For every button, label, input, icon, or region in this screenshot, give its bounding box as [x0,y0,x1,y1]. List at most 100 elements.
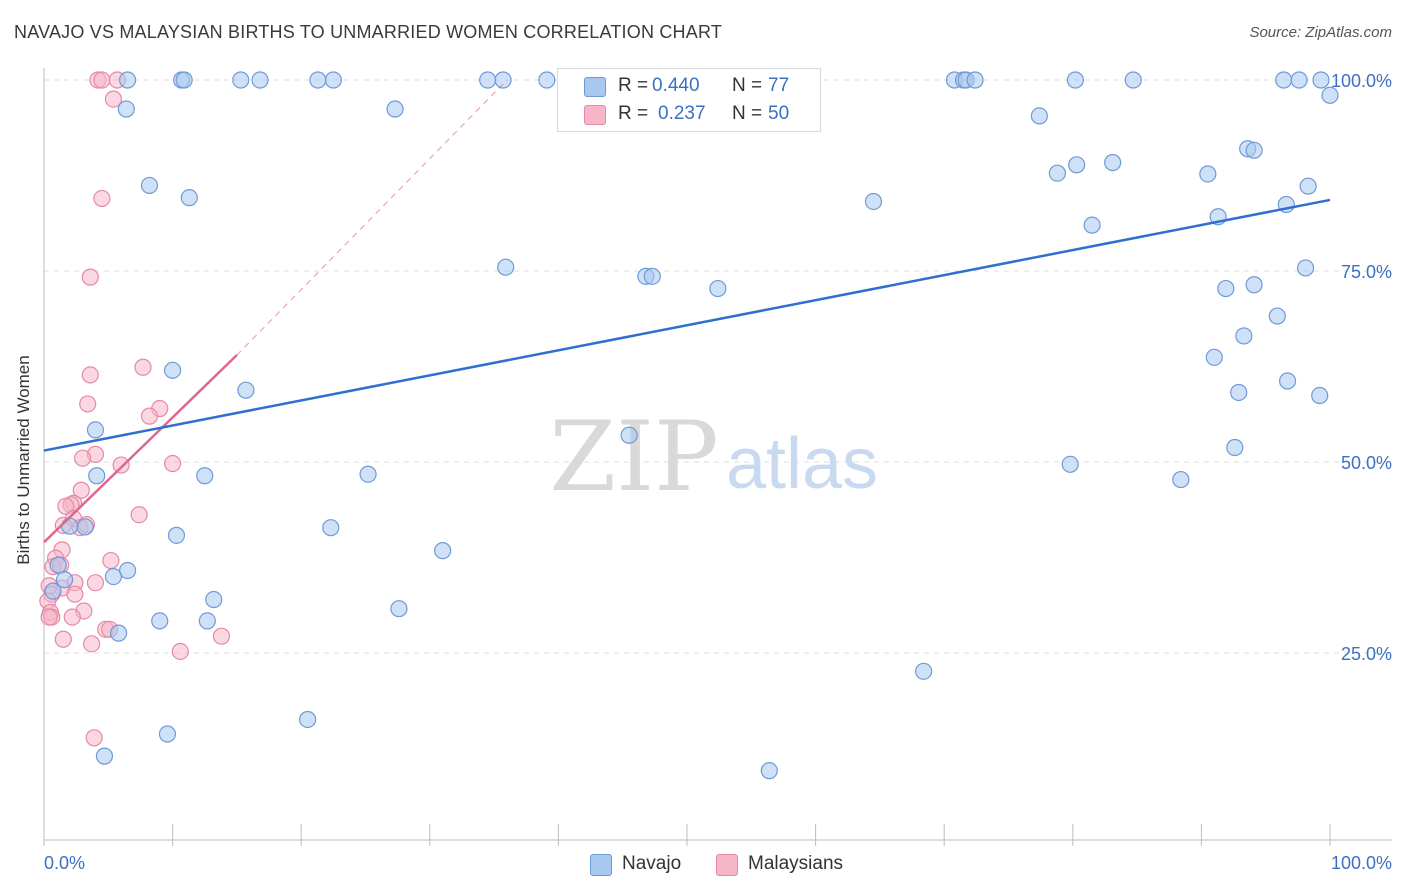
navajo-point [104,567,123,586]
malaysians-point [73,449,92,467]
malaysians-point [54,630,72,648]
malaysians-point [79,395,97,413]
navajo-point [1312,71,1330,89]
source-credit: Source: ZipAtlas.com [1249,24,1392,41]
navajo-point [109,624,128,642]
malaysians-trend-extension [236,79,508,356]
navajo-point [1245,276,1263,294]
trend-layer [43,79,1331,544]
navajo-point [140,176,159,195]
navajo-point [198,612,216,630]
navajo-point [497,258,515,276]
navajo-point [643,267,661,285]
navajo-point [196,467,214,485]
navajo-point [359,465,377,483]
stats-legend-row-navajo: R = 0.440 N = 77 [558,71,820,101]
navajo-point [1230,383,1248,402]
navajo-point [175,71,193,89]
navajo-point [299,710,317,729]
navajo-point [1083,216,1101,234]
malaysians-point [130,506,148,524]
navajo-point [1061,455,1079,473]
watermark-zip: ZIP [549,401,718,513]
malaysians-trend-line [43,354,238,544]
navajo-point [167,526,186,544]
malaysians-point [66,585,84,603]
navajo-point [1048,164,1066,182]
malaysians-point [93,189,111,208]
navajo-point [1268,307,1286,325]
legend-label-malaysians: Malaysians [748,853,844,874]
navajo-point [309,71,327,89]
navajo-point [479,71,497,89]
navajo-point [1066,71,1084,89]
malaysians-swatch [584,105,606,125]
navajo-point [1226,438,1244,457]
malaysians-point [112,456,130,474]
malaysians-point [134,358,152,376]
malaysians-point [57,497,75,515]
navajo-point [1311,386,1329,405]
navajo-point [864,192,883,211]
navajo-point [1299,177,1317,195]
navajo-point [709,279,727,298]
navajo-point [205,590,223,609]
navajo-point [118,71,137,89]
navajo-point [1321,86,1339,104]
malaysians-point [104,90,123,108]
navajo-point [88,467,106,485]
chart-title: NAVAJO VS MALAYSIAN BIRTHS TO UNMARRIED … [14,22,723,42]
malaysians-point [171,642,189,661]
navajo-point [55,571,74,589]
malaysians-point [40,608,58,626]
malaysians-point [102,551,120,570]
navajo-point [386,100,404,118]
navajo-point [180,189,198,207]
stats-legend-row-malaysians: R = 0.237 N = 50 [558,99,820,129]
navajo-point [232,71,250,89]
navajo-point [620,426,638,444]
n-label: N = [732,75,763,96]
navajo-points [44,71,1339,780]
navajo-point [1245,141,1263,159]
navajo-point [538,71,556,89]
y-tick-label: 50.0% [1341,453,1392,473]
axis-layer [43,68,1392,841]
navajo-point [1278,372,1297,390]
malaysians-point [63,608,81,626]
navajo-point [390,600,408,618]
navajo-swatch [584,77,606,97]
r-label: R = [618,75,649,96]
navajo-point [76,518,94,536]
malaysians-legend-swatch [716,854,738,876]
navajo-point [915,662,933,680]
navajo-point [49,556,67,574]
watermark-atlas: atlas [726,424,878,504]
navajo-point [1172,470,1190,489]
malaysians-point [81,268,99,286]
navajo-point [251,71,269,89]
n-value: 77 [768,75,790,96]
navajo-point [760,762,778,780]
navajo-point [1199,165,1217,183]
navajo-point [158,725,177,743]
tick-labels: 25.0% 50.0% 75.0% 100.0% 0.0% 100.0% [44,71,1392,873]
navajo-point [1235,327,1253,345]
navajo-point [95,747,114,765]
malaysians-point [81,366,99,384]
navajo-point [86,421,105,439]
x-tick-label-max: 100.0% [1331,853,1392,873]
n-value: 50 [768,103,790,124]
navajo-point [494,71,512,89]
navajo-point [966,71,984,89]
navajo-point [1104,153,1122,172]
y-tick-label: 75.0% [1341,262,1392,282]
navajo-point [1124,71,1142,89]
navajo-point [1030,107,1048,125]
navajo-point [1068,156,1086,174]
y-axis-label: Births to Unmarried Women [14,355,33,565]
navajo-legend-swatch [590,854,612,876]
navajo-point [164,361,182,379]
navajo-point [1217,279,1235,298]
